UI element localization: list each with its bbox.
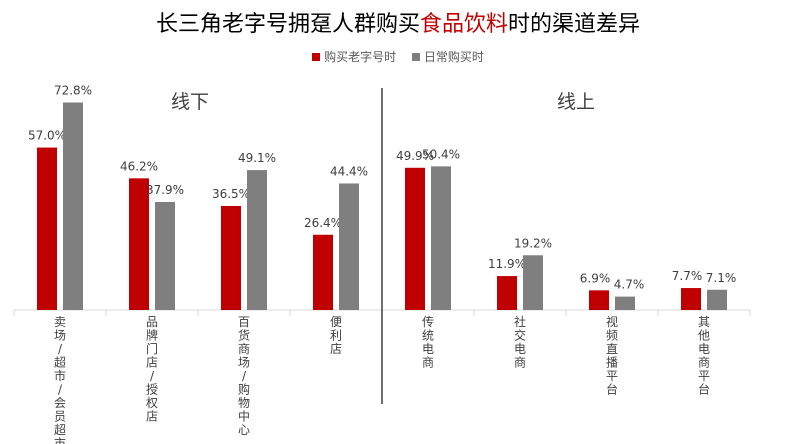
- bar-series1-7: [681, 288, 701, 310]
- x-tick-label-1-char: /: [150, 369, 155, 383]
- bar-series2-4: [431, 166, 451, 310]
- x-tick-label-2-char: 心: [238, 423, 250, 437]
- bar-series1-1: [129, 178, 149, 310]
- x-tick-label-0-char: 员: [54, 410, 66, 424]
- x-tick-label-4-char: 传: [422, 314, 434, 329]
- data-label-series1-7: 7.7%: [672, 269, 703, 283]
- data-label-series2-3: 44.4%: [330, 164, 368, 178]
- x-tick-label-6-char: 台: [606, 382, 618, 397]
- legend-label-series2: 日常购买时: [423, 50, 484, 64]
- x-tick-label-6-char: 视: [606, 314, 618, 329]
- x-tick-label-1-char: 店: [146, 410, 158, 424]
- bar-series2-1: [155, 201, 175, 310]
- bar-series2-6: [615, 296, 635, 310]
- bar-series1-0: [37, 147, 57, 310]
- x-tick-label-6-char: 直: [606, 342, 618, 356]
- x-tick-label-0-char: 卖: [54, 315, 66, 329]
- x-tick-label-0-char: 场: [54, 329, 66, 343]
- x-tick-label-7-char: 商: [698, 355, 710, 370]
- data-label-series2-6: 4.7%: [614, 278, 645, 292]
- x-tick-label-1-char: 店: [146, 356, 158, 370]
- chart-title-suffix: 时的渠道差异: [508, 12, 641, 37]
- legend-item-series2: 日常购买时: [411, 48, 484, 65]
- x-tick-label-7-char: 他: [698, 329, 710, 343]
- x-tick-label-2-char: 购: [238, 382, 250, 397]
- x-tick-label-1-char: 权: [146, 396, 158, 410]
- data-label-series2-0: 72.8%: [54, 84, 92, 98]
- bar-series2-2: [247, 170, 267, 310]
- x-tick-label-3-char: 店: [330, 342, 342, 356]
- data-label-series2-2: 49.1%: [238, 151, 276, 165]
- x-tick-label-5-char: 电: [514, 342, 526, 356]
- data-label-series1-6: 6.9%: [580, 271, 611, 285]
- x-tick-label-0-char: /: [58, 342, 63, 356]
- x-tick-label-0-char: 会: [54, 396, 66, 410]
- group-label-online: 线上: [557, 91, 595, 113]
- x-tick-label-1-char: 牌: [146, 329, 158, 343]
- x-tick-label-6-char: 播: [606, 356, 618, 370]
- bar-series1-2: [221, 205, 241, 310]
- x-tick-label-2-char: 货: [238, 328, 250, 343]
- chart-title: 长三角老字号拥趸人群购买食品饮料时的渠道差异: [0, 6, 796, 38]
- data-label-series2-1: 37.9%: [146, 183, 184, 197]
- bar-series2-5: [523, 255, 543, 310]
- x-tick-label-2-char: 商: [238, 341, 250, 356]
- data-label-series1-0: 57.0%: [28, 129, 66, 143]
- data-label-series2-5: 19.2%: [514, 236, 552, 250]
- group-label-offline: 线下: [171, 91, 209, 113]
- x-tick-label-0-char: 超: [54, 422, 66, 437]
- data-label-series1-4: 49.9%: [396, 149, 434, 163]
- bar-series2-0: [63, 102, 83, 311]
- x-tick-label-4-char: 统: [422, 329, 434, 343]
- x-tick-label-2-char: 物: [238, 396, 250, 410]
- x-tick-label-7-char: 台: [698, 382, 710, 397]
- x-tick-label-7-char: 平: [698, 369, 710, 383]
- data-label-series1-3: 26.4%: [304, 216, 342, 230]
- bar-series2-3: [339, 183, 359, 310]
- x-tick-label-7-char: 其: [698, 315, 710, 329]
- x-tick-label-2-char: /: [242, 369, 247, 383]
- x-tick-label-7-char: 电: [698, 342, 710, 356]
- x-tick-label-1-char: 授: [146, 382, 158, 397]
- x-tick-label-5-char: 交: [514, 328, 526, 343]
- bar-series2-7: [707, 289, 727, 310]
- x-tick-label-0-char: 超: [54, 355, 66, 370]
- bar-series1-5: [497, 276, 517, 310]
- x-tick-label-4-char: 商: [422, 355, 434, 370]
- legend-label-series1: 购买老字号时: [324, 50, 397, 64]
- x-tick-label-1-char: 门: [146, 341, 158, 356]
- x-tick-label-6-char: 平: [606, 369, 618, 383]
- chart-title-prefix: 长三角老字号拥趸人群购买: [155, 12, 420, 37]
- bar-series1-6: [589, 290, 609, 310]
- data-label-series2-4: 50.4%: [422, 147, 460, 161]
- x-tick-label-0-char: /: [58, 383, 63, 397]
- chart-title-highlight: 食品饮料: [419, 12, 508, 37]
- x-tick-label-3-char: 便: [330, 315, 342, 329]
- legend-item-series1: 购买老字号时: [312, 48, 396, 65]
- bar-series1-4: [405, 167, 425, 310]
- x-tick-label-6-char: 频: [606, 329, 618, 343]
- data-label-series1-5: 11.9%: [488, 257, 526, 271]
- x-tick-label-1-char: 品: [146, 315, 158, 329]
- data-label-series2-7: 7.1%: [706, 271, 737, 285]
- bar-series1-3: [313, 234, 333, 310]
- x-tick-label-2-char: 百: [238, 315, 250, 329]
- x-tick-label-0-char: 市: [54, 436, 66, 444]
- x-tick-label-0-char: 市: [54, 368, 66, 383]
- x-tick-label-2-char: 场: [238, 356, 250, 370]
- chart-legend: 购买老字号时 日常购买时: [0, 48, 796, 65]
- legend-swatch-series2: [411, 53, 420, 61]
- data-label-series1-2: 36.5%: [212, 187, 250, 201]
- x-tick-label-2-char: 中: [238, 409, 250, 424]
- x-tick-label-3-char: 利: [330, 329, 342, 343]
- x-tick-label-5-char: 社: [514, 314, 526, 329]
- data-label-series1-1: 46.2%: [120, 159, 158, 173]
- legend-swatch-series1: [312, 53, 321, 61]
- x-tick-label-5-char: 商: [514, 355, 526, 370]
- x-tick-label-4-char: 电: [422, 342, 434, 356]
